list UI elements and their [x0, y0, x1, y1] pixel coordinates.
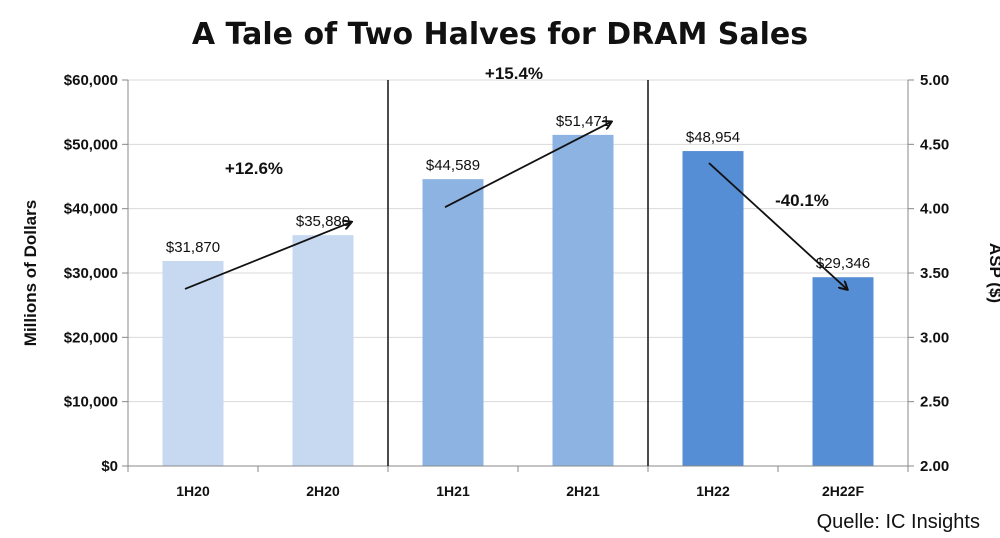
- y-tick-label: $20,000: [64, 329, 118, 346]
- source-note: Quelle: IC Insights: [817, 511, 980, 533]
- bar-2h20: [292, 235, 354, 466]
- y-axis-label: Millions of Dollars: [21, 200, 40, 346]
- y2-axis-label: ASP ($): [986, 243, 1000, 303]
- category-label: 2H20: [306, 483, 340, 499]
- data-label: $31,870: [166, 239, 220, 256]
- data-label: $44,589: [426, 157, 480, 174]
- y-tick-label: $0: [101, 458, 118, 475]
- bar-2h22f: [812, 277, 874, 466]
- bars: [162, 134, 874, 466]
- change-annotation: +12.6%: [225, 159, 283, 178]
- data-label: $29,346: [816, 255, 870, 272]
- bar-1h22: [682, 151, 744, 466]
- change-arrow: [708, 162, 847, 289]
- y-tick-label: $60,000: [64, 72, 118, 89]
- gridlines: [128, 79, 908, 403]
- labels: $0 $10,000 $20,000 $30,000 $40,000 $50,000 $60…: [64, 64, 949, 499]
- y2-tick-label: 5.00: [920, 72, 949, 89]
- y-tick-label: $50,000: [64, 136, 118, 153]
- data-label: $48,954: [686, 129, 740, 146]
- change-annotation: +15.4%: [485, 64, 543, 83]
- y2-tick-label: 3.50: [920, 265, 949, 282]
- change-annotation: -40.1%: [775, 191, 829, 210]
- category-label: 1H21: [436, 483, 470, 499]
- data-label: $35,880: [296, 213, 350, 230]
- category-label: 1H20: [176, 483, 210, 499]
- category-label: 2H22F: [822, 483, 864, 499]
- chart-title: A Tale of Two Halves for DRAM Sales: [192, 17, 808, 52]
- category-label: 1H22: [696, 483, 730, 499]
- axes: [122, 79, 914, 472]
- y-tick-label: $40,000: [64, 201, 118, 218]
- y2-tick-label: 2.50: [920, 394, 949, 411]
- bar-1h21: [422, 179, 484, 466]
- category-label: 2H21: [566, 483, 600, 499]
- y2-tick-label: 4.00: [920, 201, 949, 218]
- y-tick-label: $10,000: [64, 394, 118, 411]
- change-arrow: [444, 122, 611, 208]
- bar-2h21: [552, 134, 614, 466]
- y2-tick-label: 3.00: [920, 329, 949, 346]
- change-arrow: [184, 222, 351, 290]
- bar-1h20: [162, 260, 224, 466]
- y2-tick-label: 2.00: [920, 458, 949, 475]
- y-tick-label: $30,000: [64, 265, 118, 282]
- y2-tick-label: 4.50: [920, 136, 949, 153]
- data-label: $51,471: [556, 113, 610, 130]
